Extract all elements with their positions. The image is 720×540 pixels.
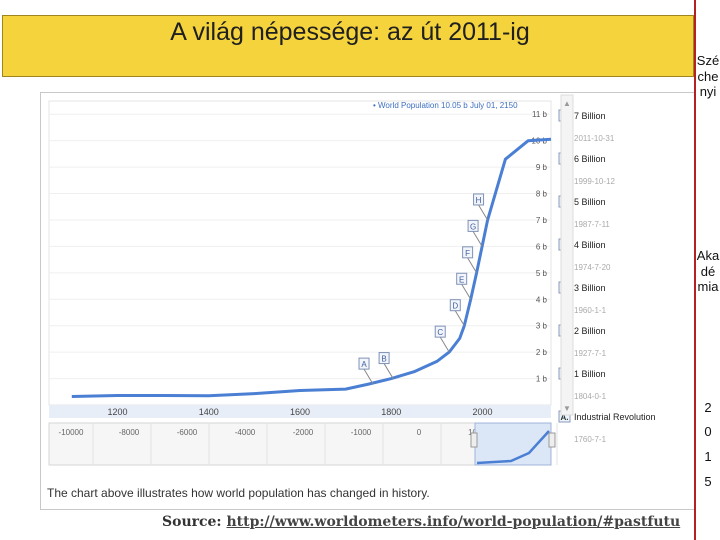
navigator-tick-label: -6000 [177, 428, 198, 437]
event-label: 6 Billion [574, 154, 606, 164]
chart-caption: The chart above illustrates how world po… [47, 486, 430, 500]
y-tick-label: 4 b [536, 295, 548, 304]
marker-leader [454, 310, 465, 326]
y-tick-label: 2 b [536, 348, 548, 357]
side-text-4: 0 [704, 424, 712, 439]
plot-area [48, 100, 552, 406]
marker-letter: A [361, 360, 367, 369]
event-date: 1987-7-11 [574, 220, 610, 229]
marker-letter: C [437, 328, 443, 337]
navigator-tick-label: -2000 [293, 428, 314, 437]
side-text-3: 2 [704, 400, 712, 415]
marker-letter: G [470, 222, 476, 231]
navigator-tick-label: -1000 [351, 428, 372, 437]
event-label: 5 Billion [574, 197, 606, 207]
event-label: 3 Billion [574, 283, 606, 293]
marker-box [473, 193, 485, 206]
event-date: 1927-7-1 [574, 349, 607, 358]
navigator-handle-right [548, 432, 556, 448]
event-date: 1760-7-1 [574, 435, 607, 444]
marker-leader [363, 368, 374, 385]
navigator-tick-label: -4000 [235, 428, 256, 437]
slide-title: A világ népessége: az út 2011-ig [170, 18, 530, 46]
event-label: 7 Billion [574, 111, 606, 121]
y-tick-label: 9 b [536, 163, 548, 172]
y-tick-label: 5 b [536, 269, 548, 278]
marker-box [467, 219, 479, 232]
x-axis-band [49, 405, 551, 418]
marker-leader [383, 363, 394, 379]
marker-letter: D [452, 302, 458, 311]
marker-box [358, 357, 370, 370]
y-tick-label: 6 b [536, 242, 548, 251]
marker-box [434, 325, 446, 338]
event-date: 1804-0-1 [574, 392, 607, 401]
marker-box [449, 299, 461, 312]
marker-leader [439, 336, 450, 353]
event-label: 1 Billion [574, 369, 606, 379]
event-label: 4 Billion [574, 240, 606, 250]
population-series-line [71, 137, 552, 398]
marker-leader [472, 231, 483, 247]
event-label: 2 Billion [574, 326, 606, 336]
y-tick-label: 8 b [536, 190, 548, 199]
navigator-handle-left [470, 432, 478, 448]
x-tick-label: 1600 [290, 407, 310, 417]
marker-box [378, 352, 390, 365]
scroll-track [560, 94, 574, 416]
marker-letter: F [465, 249, 470, 258]
event-label: Industrial Revolution [574, 412, 656, 422]
marker-box [456, 272, 468, 285]
navigator-tick-label: 0 [417, 428, 422, 437]
title-band [2, 15, 694, 77]
x-tick-label: 1800 [381, 407, 401, 417]
marker-letter: B [381, 355, 386, 364]
source-line: Source: http://www.worldometers.info/wor… [162, 514, 680, 530]
event-letter: A. [561, 413, 569, 422]
navigator-series-line [476, 430, 550, 465]
side-text-2: Akadémia [696, 248, 720, 294]
marker-leader [461, 284, 472, 300]
y-tick-label: 11 b [532, 110, 548, 119]
navigator-tick-label: -8000 [119, 428, 140, 437]
side-strip: Széchenyi Akadémia 2 0 1 5 [694, 0, 720, 540]
source-link[interactable]: http://www.worldometers.info/world-popul… [226, 514, 681, 530]
marker-leader [478, 204, 488, 221]
scroll-up-arrow: ▲ [563, 99, 571, 108]
chart-legend: • World Population 10.05 b July 01, 2150 [373, 101, 518, 110]
side-text-1: Széchenyi [696, 53, 720, 99]
side-text-5: 1 [704, 449, 712, 464]
event-date: 1974-7-20 [574, 263, 611, 272]
marker-letter: E [459, 275, 464, 284]
marker-box [462, 246, 474, 259]
x-tick-label: 1200 [107, 407, 127, 417]
y-tick-label: 3 b [536, 322, 548, 331]
event-date: 1960-1-1 [574, 306, 607, 315]
marker-letter: H [476, 196, 482, 205]
x-tick-label: 2000 [473, 407, 493, 417]
event-date: 1999-10-12 [574, 177, 615, 186]
side-text-6: 5 [704, 474, 712, 489]
marker-leader [467, 257, 478, 274]
x-tick-label: 1400 [199, 407, 219, 417]
source-label: Source: [162, 514, 227, 530]
scroll-down-arrow: ▼ [563, 404, 571, 413]
navigator-window [474, 422, 552, 466]
y-tick-label: 7 b [536, 216, 548, 225]
y-tick-label: 1 b [536, 375, 548, 384]
navigator-tick-label: -10000 [59, 428, 84, 437]
navigator-area [48, 422, 552, 466]
event-date: 2011-10-31 [574, 134, 615, 143]
